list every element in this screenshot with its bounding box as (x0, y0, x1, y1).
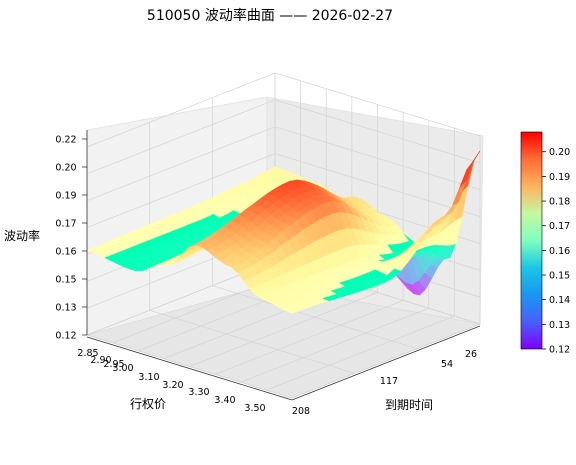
colorbar-tick-label: 0.12 (549, 345, 570, 356)
grid-line (86, 72, 276, 148)
x-axis-line (86, 336, 293, 401)
x-tick-label: 3.00 (112, 363, 133, 374)
y-tick-label: 117 (380, 376, 398, 387)
z-tick-label: 0.16 (55, 247, 76, 258)
grid-line (86, 334, 293, 399)
y-tick-label: 54 (441, 359, 453, 370)
grid-line (240, 307, 429, 383)
surface-mesh (86, 150, 481, 314)
x-axis-label: 行权价 (130, 397, 166, 411)
x-tick-label: 3.20 (162, 380, 183, 391)
z-tick-label: 0.15 (55, 275, 76, 286)
grid-line (189, 292, 378, 367)
axis-lines (86, 130, 481, 401)
colorbar-tick-label: 0.14 (549, 295, 570, 306)
z-axis-label: 波动率 (4, 228, 40, 243)
y-tick-label: 26 (465, 349, 477, 360)
grid-line (266, 315, 455, 391)
x-tick-label: 3.30 (188, 387, 209, 398)
grid-line (86, 99, 276, 175)
colorbar-ticks: 0.12 0.13 0.14 0.15 0.16 0.17 0.18 0.19 0.20 (542, 147, 570, 356)
grid-line (86, 153, 276, 228)
x-tick-labels: 2.852.902.953.00 3.103.20 3.30 3.40 3.50 (77, 348, 265, 414)
z-tick-label: 0.17 (55, 219, 76, 230)
colorbar: 0.12 0.13 0.14 0.15 0.16 0.17 0.18 0.19 0.20 (520, 131, 570, 356)
colorbar-tick-label: 0.20 (549, 147, 570, 158)
grid-line (214, 300, 404, 375)
z-tick-label: 0.22 (55, 135, 76, 146)
surface-cell (285, 307, 301, 314)
z-tick-label: 0.19 (55, 191, 76, 202)
y-axis-line (291, 325, 481, 401)
colorbar-tick-label: 0.16 (549, 246, 570, 257)
y-tick-labels: 26 54 117 208 (292, 349, 477, 417)
z-tick-label: 0.20 (55, 163, 76, 174)
grid-line (212, 285, 418, 350)
x-tick-label: 2.85 (77, 348, 98, 359)
grid-line (149, 309, 355, 374)
x-tick-label: 3.10 (138, 372, 159, 383)
z-tick-label: 0.13 (55, 303, 76, 314)
x-tick-label: 2.90 (90, 355, 111, 366)
colorbar-tick-label: 0.13 (549, 320, 570, 331)
x-tick-label: 3.50 (244, 403, 265, 414)
colorbar-tick-label: 0.19 (549, 172, 570, 183)
colorbar-gradient (520, 131, 543, 350)
z-tick-labels: 0.12 0.13 0.15 0.16 0.17 0.19 0.20 0.22 (55, 135, 87, 342)
z-tick-label: 0.12 (55, 331, 76, 342)
colorbar-tick-label: 0.15 (549, 271, 570, 282)
chart-title: 510050 波动率曲面 —— 2026-02-27 (147, 7, 393, 24)
grid-line (291, 323, 481, 399)
grid-line (86, 126, 276, 202)
colorbar-tick-label: 0.17 (549, 221, 570, 232)
colorbar-tick-label: 0.18 (549, 197, 570, 208)
x-tick-label: 3.40 (214, 395, 235, 406)
y-tick-label: 208 (292, 406, 310, 417)
y-axis-label: 到期时间 (385, 398, 433, 412)
x-tick-label: 2.95 (103, 359, 124, 370)
